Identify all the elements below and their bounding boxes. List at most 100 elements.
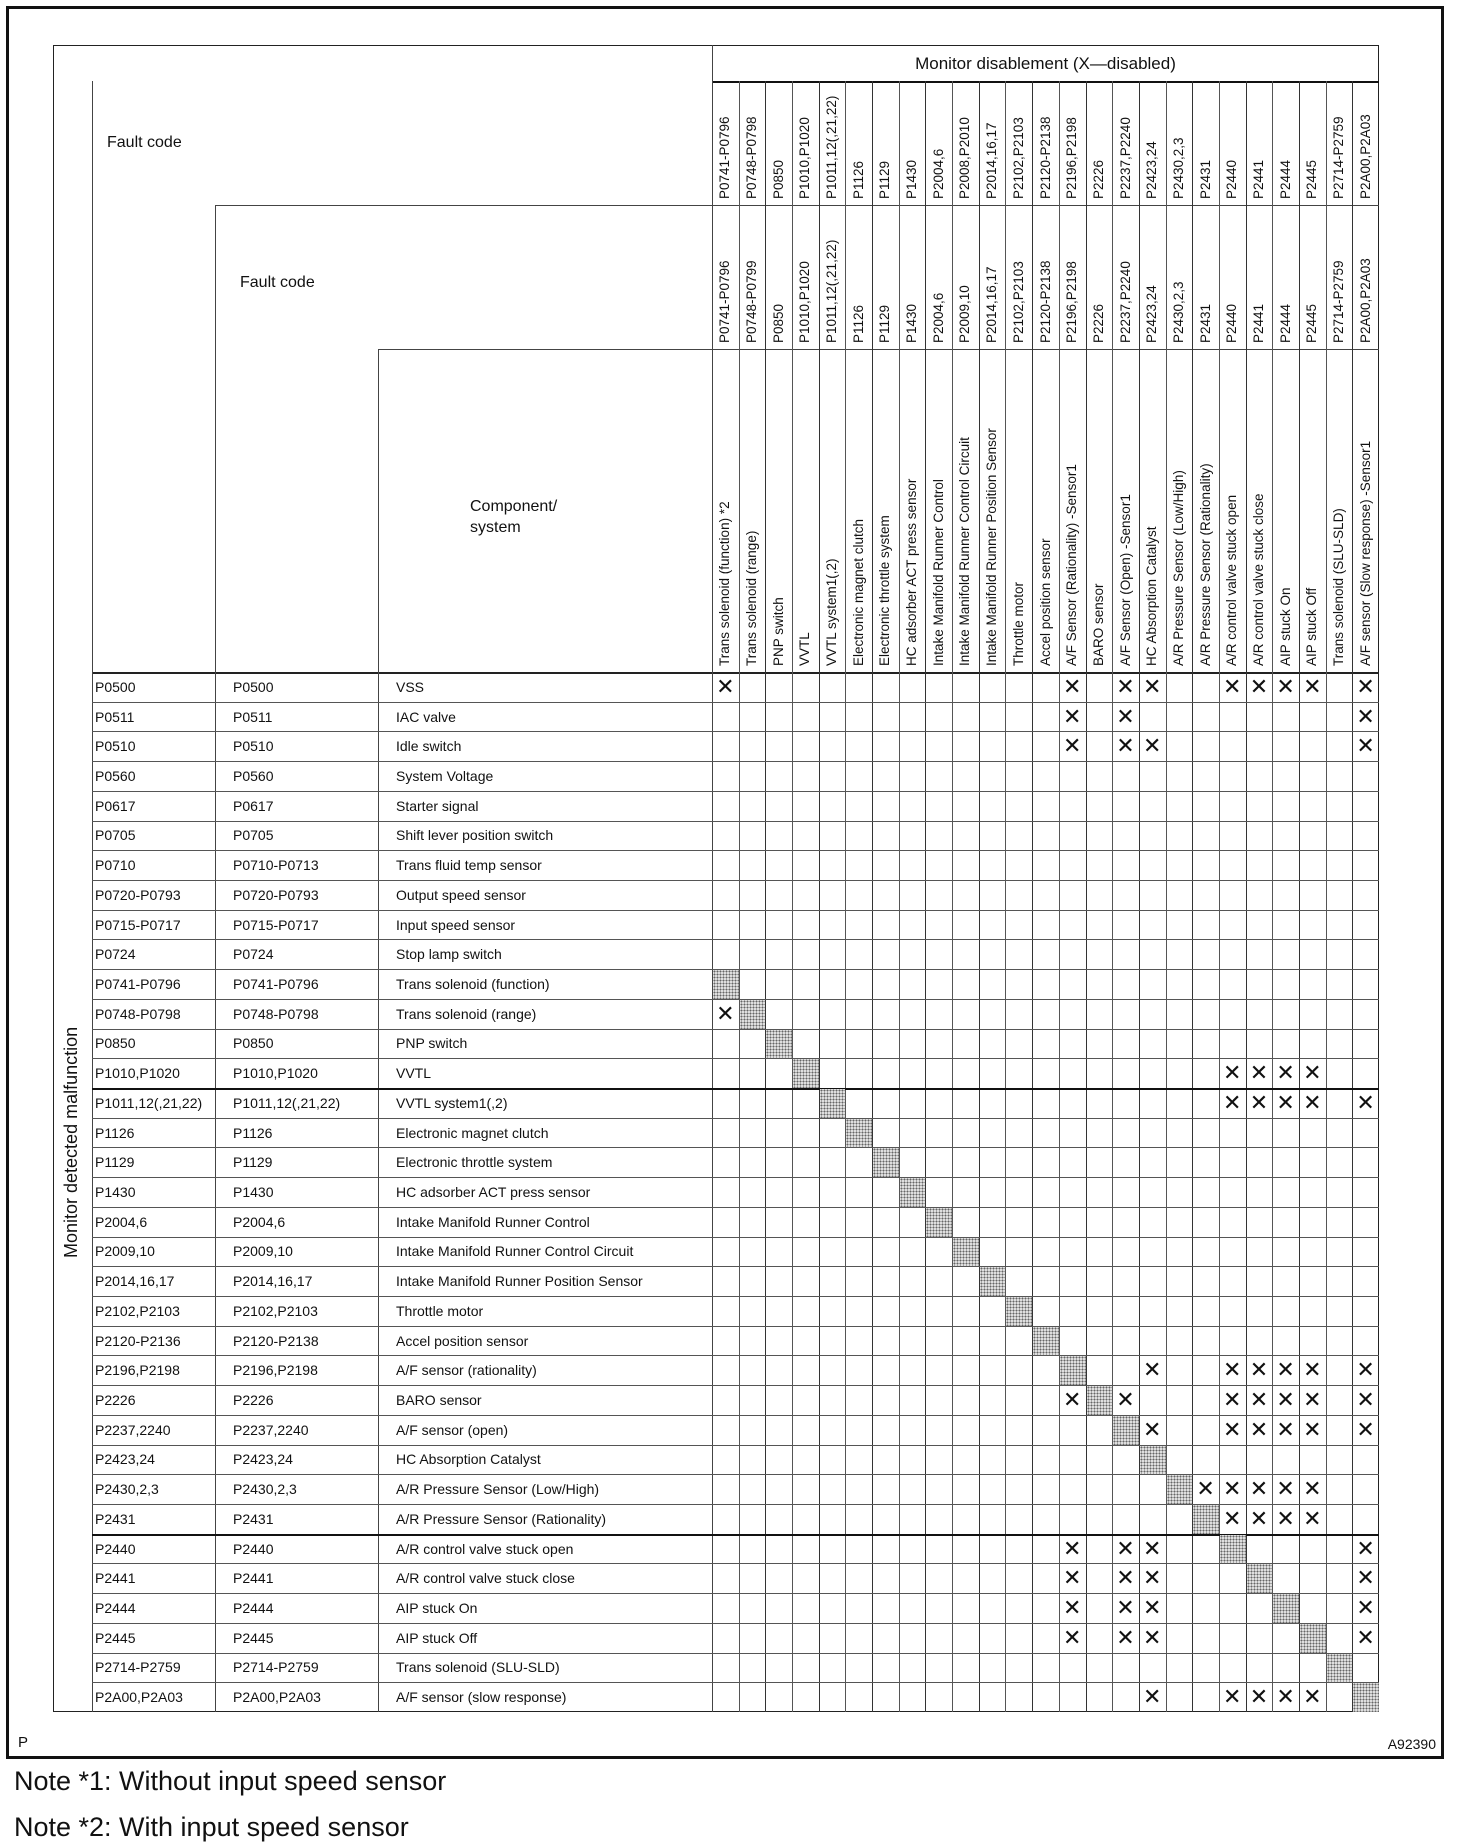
figure-frame (6, 6, 1444, 1759)
row-fault-code: P2423,24 (95, 1451, 155, 1468)
note-2: Note *2: With input speed sensor (14, 1812, 409, 1842)
disabled-mark: ✕ (1062, 674, 1082, 700)
column-code-top: P1430 (904, 159, 920, 199)
disabled-mark: ✕ (1062, 734, 1082, 760)
disabled-mark: ✕ (1142, 1685, 1162, 1711)
column-code-top: P2008,P2010 (957, 117, 973, 199)
column-code-top: P2004,6 (930, 148, 946, 199)
self-cell-shaded (873, 1148, 899, 1178)
row-fault-code-2: P2431 (233, 1510, 274, 1527)
row-fault-code-2: P2226 (233, 1392, 274, 1408)
column-line (1086, 81, 1087, 1712)
disabled-mark: ✕ (1116, 1536, 1135, 1562)
column-code-top: P2226 (1090, 159, 1106, 199)
row-fault-code: P2014,16,17 (95, 1273, 175, 1290)
row-fault-code: P0724 (95, 946, 136, 963)
disabled-mark: ✕ (1356, 1417, 1375, 1443)
row-line (92, 821, 1379, 822)
row-line (92, 880, 1379, 881)
disabled-mark: ✕ (1116, 1625, 1135, 1651)
column-code: P2014,16,17 (984, 266, 1000, 343)
column-component: AIP stuck On (1277, 587, 1293, 666)
column-component: Electronic throttle system (877, 515, 893, 666)
row-component: Stop lamp switch (396, 946, 502, 963)
column-component: A/R control valve stuck open (1224, 494, 1240, 666)
grid-line (92, 81, 93, 1712)
self-cell-shaded (953, 1237, 979, 1267)
column-code: P2009,10 (957, 285, 973, 343)
row-fault-code: P2009,10 (95, 1243, 155, 1260)
column-code: P2102,P2103 (1010, 261, 1026, 343)
row-component: A/F sensor (rationality) (396, 1362, 537, 1379)
row-fault-code-2: P2102,P2103 (233, 1302, 318, 1319)
column-code: P2196,P2198 (1064, 261, 1080, 343)
row-component: Trans solenoid (range) (396, 1005, 537, 1022)
disabled-mark: ✕ (1303, 1090, 1322, 1116)
row-fault-code: P0705 (95, 827, 136, 844)
column-line (819, 81, 820, 1712)
self-cell-shaded (1219, 1534, 1246, 1564)
row-fault-code-2: P2430,2,3 (233, 1481, 297, 1498)
column-code: P2423,24 (1144, 285, 1160, 343)
column-code: P1430 (904, 303, 920, 343)
column-component: HC Absorption Catalyst (1144, 526, 1160, 666)
column-code-top: P2440 (1224, 159, 1240, 199)
grid-line (378, 349, 379, 1712)
disabled-mark: ✕ (1116, 674, 1135, 700)
row-component: BARO sensor (396, 1392, 482, 1408)
column-component: BARO sensor (1090, 583, 1106, 666)
column-line (845, 81, 846, 1712)
row-component: Starter signal (396, 797, 479, 814)
column-component: VVTL system1(,2) (824, 558, 840, 666)
row-fault-code: P2430,2,3 (95, 1481, 159, 1498)
row-fault-code-2: P2A00,P2A03 (233, 1689, 321, 1706)
row-fault-code-2: P2014,16,17 (233, 1273, 313, 1290)
row-component: VVTL (396, 1065, 432, 1082)
disabled-mark: ✕ (716, 674, 735, 700)
column-code-top: P2120-P2138 (1037, 116, 1053, 199)
column-code: P2431 (1197, 303, 1213, 343)
column-line (952, 81, 953, 1712)
row-component: Intake Manifold Runner Control Circuit (396, 1243, 634, 1260)
column-line (1032, 81, 1033, 1712)
self-cell-shaded (713, 970, 739, 999)
column-code: P1126 (850, 304, 866, 343)
disabled-mark: ✕ (1356, 704, 1375, 730)
column-component: A/R control valve stuck close (1250, 493, 1266, 666)
column-component: Intake Manifold Runner Control Circuit (957, 437, 973, 666)
column-code: P0741-P0796 (717, 260, 733, 343)
row-line (92, 1593, 1379, 1594)
column-line (765, 81, 766, 1712)
disabled-mark: ✕ (1062, 1625, 1082, 1651)
column-code-top: P0741-P0796 (717, 116, 733, 199)
row-component: AIP stuck Off (396, 1629, 478, 1646)
disabled-mark: ✕ (1356, 734, 1375, 760)
fault-code-heading-2: Fault code (240, 274, 315, 291)
column-component: A/R Pressure Sensor (Rationality) (1197, 463, 1213, 666)
disabled-mark: ✕ (1249, 1061, 1269, 1087)
column-code: P0850 (770, 303, 786, 343)
disabled-mark: ✕ (1356, 1358, 1375, 1384)
column-line (739, 81, 740, 1712)
row-component: PNP switch (396, 1035, 468, 1052)
column-line (1112, 81, 1113, 1712)
row-line (92, 1415, 1379, 1416)
row-component: HC adsorber ACT press sensor (396, 1184, 591, 1200)
column-code-top: P2014,16,17 (984, 122, 1000, 199)
column-code: P2441 (1250, 303, 1266, 343)
column-line (1139, 81, 1140, 1712)
disabled-mark: ✕ (1249, 1685, 1269, 1711)
disabled-mark: ✕ (1276, 674, 1295, 700)
row-line (92, 939, 1379, 940)
column-line (1166, 81, 1167, 1712)
column-line (925, 81, 926, 1712)
self-cell-shaded (1326, 1653, 1353, 1683)
column-code: P2004,6 (930, 292, 946, 343)
column-code: P2445 (1304, 303, 1320, 343)
column-code: P2120-P2138 (1037, 260, 1053, 343)
disabled-mark: ✕ (1223, 1417, 1242, 1443)
self-cell-shaded (899, 1178, 926, 1207)
disabled-mark: ✕ (1062, 1566, 1082, 1592)
row-line (92, 1058, 1379, 1059)
disabled-mark: ✕ (1142, 1566, 1162, 1592)
